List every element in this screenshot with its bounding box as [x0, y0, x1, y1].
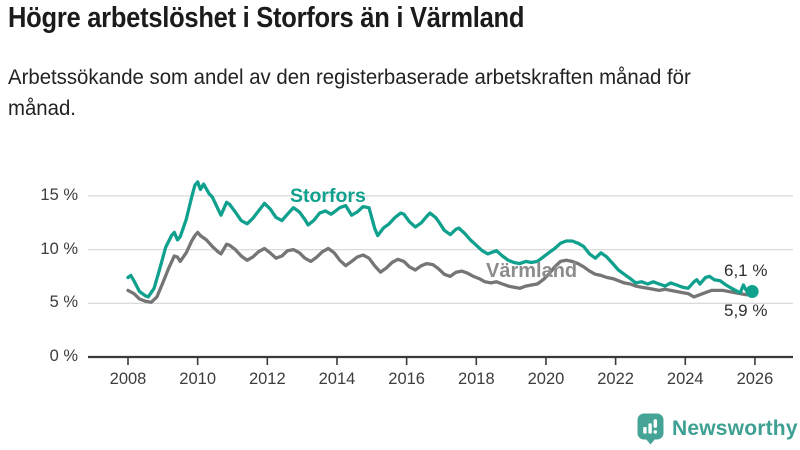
y-axis-label: 15 %	[40, 185, 78, 204]
end-value-label-storfors: 6,1 %	[724, 261, 768, 280]
end-value-label-varmland: 5,9 %	[724, 301, 768, 320]
series-line-storfors	[126, 180, 754, 299]
series-label-varmland: Värmland	[486, 260, 578, 282]
y-axis-label: 0 %	[49, 347, 78, 365]
x-axis-label: 2022	[597, 370, 634, 388]
x-axis-label: 2008	[109, 370, 147, 388]
series-line-värmland	[126, 230, 754, 304]
y-axis-label: 5 %	[49, 293, 78, 312]
newsworthy-wordmark: Newsworthy	[672, 417, 798, 440]
x-axis-label: 2012	[248, 370, 286, 388]
x-axis-label: 2018	[457, 370, 495, 388]
series-label-storfors: Storfors	[290, 185, 366, 207]
newsworthy-logo[interactable]: Newsworthy	[637, 413, 798, 445]
x-axis-label: 2016	[388, 370, 425, 388]
chart-subtitle: Arbetssökande som andel av den registerb…	[8, 66, 691, 120]
x-axis-label: 2024	[666, 370, 704, 388]
x-axis-label: 2026	[736, 370, 774, 388]
x-axis-label: 2014	[318, 370, 356, 388]
series-end-dot	[745, 284, 759, 298]
newsworthy-logo-icon	[637, 413, 664, 445]
x-axis-label: 2020	[527, 370, 565, 388]
y-axis-label: 10 %	[40, 239, 78, 258]
chart-title: Högre arbetslöshet i Storfors än i Värml…	[8, 2, 525, 34]
x-axis-label: 2010	[179, 370, 217, 388]
